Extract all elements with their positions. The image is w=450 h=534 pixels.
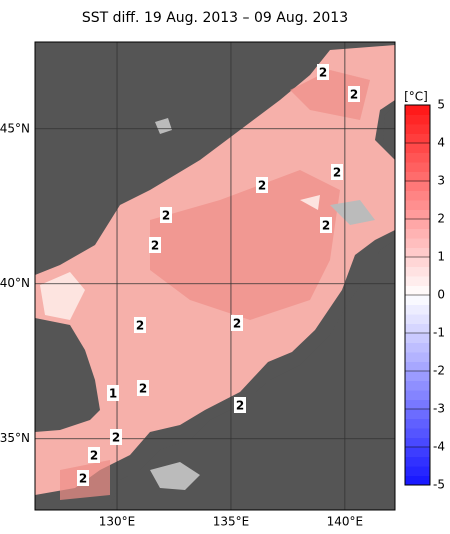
contour-label-box	[149, 237, 161, 253]
warm-area	[60, 70, 370, 500]
contour-label: 1	[109, 387, 117, 401]
colorbar-segment	[405, 466, 430, 476]
colorbar: 5 4 3 2 1 0 -1 -2 -3 -4 -5	[404, 98, 445, 492]
colorbar-segment	[405, 247, 430, 258]
colorbar-segment	[405, 285, 430, 296]
contour-label: 2	[258, 179, 266, 193]
colorbar-segment	[405, 418, 430, 429]
colorbar-segment	[405, 190, 430, 201]
colorbar-tick-label: -4	[433, 440, 445, 454]
contour-label: 2	[112, 431, 120, 445]
colorbar-tick-label: 2	[437, 212, 445, 226]
contour-label-box	[134, 317, 146, 333]
colorbar-unit: [°C]	[404, 90, 428, 104]
colorbar-segment	[405, 266, 430, 277]
contour-label: 2	[90, 449, 98, 463]
colorbar-segment	[405, 456, 430, 467]
colorbar-segment	[405, 428, 430, 438]
contour-label: 2	[139, 382, 147, 396]
colorbar-segment	[405, 304, 430, 315]
contour-label: 2	[319, 66, 327, 80]
colorbar-segment	[405, 219, 430, 229]
colorbar-segment	[405, 133, 430, 144]
colorbar-segment	[405, 114, 430, 125]
colorbar-segment	[405, 437, 430, 448]
colorbar-segment	[405, 143, 430, 153]
colorbar-tick-label: 5	[437, 98, 445, 112]
contour-label-box	[231, 315, 243, 331]
y-tick-label: 40°N	[0, 276, 30, 290]
contour-label: 2	[151, 239, 159, 253]
colorbar-tick-label: 4	[437, 136, 445, 150]
map	[35, 42, 395, 510]
hokkaido-land	[383, 105, 395, 150]
colorbar-tick-label: -1	[433, 326, 445, 340]
colorbar-segment	[405, 371, 430, 381]
contour-label-box	[107, 385, 119, 401]
colorbar-tick-label: -2	[433, 364, 445, 378]
cool-area	[40, 195, 320, 320]
colorbar-segment	[405, 342, 430, 353]
colorbar-segment	[405, 323, 430, 334]
colorbar-segment	[405, 333, 430, 343]
colorbar-segment	[405, 276, 430, 286]
colorbar-tick-label: 3	[437, 174, 445, 188]
colorbar-segment	[405, 257, 430, 267]
colorbar-segment	[405, 380, 430, 391]
colorbar-segment	[405, 105, 430, 115]
colorbar-segment	[405, 181, 430, 191]
colorbar-segment	[405, 409, 430, 419]
colorbar-segment	[405, 475, 430, 486]
colorbar-segment	[405, 314, 430, 324]
contour-label-box	[256, 177, 268, 193]
colorbar-segment	[405, 171, 430, 182]
contour-label-box	[137, 380, 149, 396]
contour-label: 2	[333, 166, 341, 180]
contour-label-box	[110, 429, 122, 445]
colorbar-segment	[405, 238, 430, 248]
contour-label: 2	[350, 88, 358, 102]
contour-label-box	[160, 207, 172, 223]
colorbar-tick-label: 0	[437, 288, 445, 302]
colorbar-tick-label: -3	[433, 402, 445, 416]
x-tick-label: 140°E	[327, 515, 364, 529]
colorbar-segment	[405, 447, 430, 457]
contour-label-box	[320, 217, 332, 233]
map-frame	[34, 41, 396, 511]
colorbar-segment	[405, 152, 430, 163]
x-tick-label: 135°E	[213, 515, 250, 529]
korea-land	[35, 318, 100, 432]
contour-label-box	[77, 470, 89, 486]
title: SST diff. 19 Aug. 2013 – 09 Aug. 2013	[82, 10, 348, 26]
contour-label: 2	[162, 209, 170, 223]
colorbar-segment	[405, 399, 430, 410]
contour-label: 2	[322, 219, 330, 233]
colorbar-tick-label: -5	[433, 478, 445, 492]
contour-label: 2	[136, 319, 144, 333]
contour-label: 2	[79, 472, 87, 486]
contour-label-box	[348, 86, 360, 102]
colorbar-segment	[405, 124, 430, 134]
y-tick-label: 35°N	[0, 431, 30, 445]
contour-label-box	[234, 397, 246, 413]
colorbar-segment	[405, 228, 430, 239]
x-tick-label: 130°E	[99, 515, 136, 529]
contour-label: 2	[233, 317, 241, 331]
colorbar-segment	[405, 295, 430, 305]
y-tick-label: 45°N	[0, 121, 30, 135]
contour-label-box	[88, 447, 100, 463]
colorbar-segment	[405, 200, 430, 210]
colorbar-segment	[405, 162, 430, 172]
contour-label-box	[317, 64, 329, 80]
colorbar-segment	[405, 209, 430, 220]
colorbar-segment	[405, 352, 430, 362]
colorbar-segment	[405, 390, 430, 400]
colorbar-segment	[405, 361, 430, 372]
contour-label-box	[331, 164, 343, 180]
contour-label: 2	[236, 399, 244, 413]
japan-land	[110, 240, 395, 510]
colorbar-tick-label: 1	[437, 250, 445, 264]
